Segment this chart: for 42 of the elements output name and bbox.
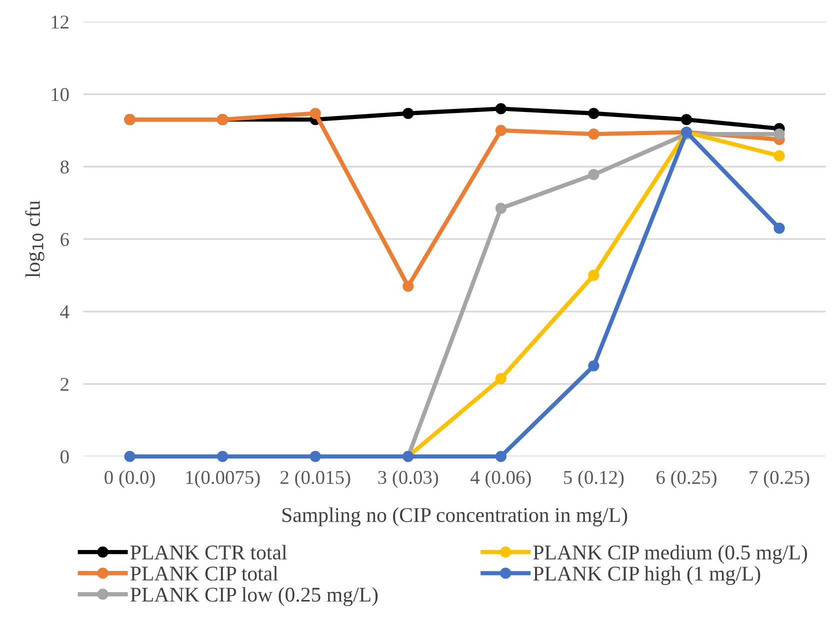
point: [495, 372, 506, 384]
point: [588, 108, 600, 119]
point: [310, 450, 321, 462]
x-tick-label: 5 (0.12): [564, 470, 624, 488]
point: [495, 450, 506, 462]
point: [588, 169, 600, 180]
y-tick-label: 0: [60, 450, 69, 464]
y-tick-label: 12: [52, 16, 68, 28]
point: [124, 450, 136, 462]
point: [680, 114, 692, 126]
x-tick-label: 1(0.0075): [186, 470, 260, 488]
point: [402, 280, 414, 292]
legend-label: PLANK CTR total: [130, 544, 287, 560]
y-tick-label: 4: [60, 305, 70, 318]
legend-label: PLANK CIP medium (0.5 mg/L): [533, 544, 808, 564]
point: [774, 150, 785, 162]
point: [774, 222, 785, 234]
point: [588, 360, 600, 372]
point: [588, 128, 600, 140]
y-tick-label: 10: [52, 88, 69, 102]
y-tick-label: 6: [60, 232, 69, 246]
y-tick-label: 2: [60, 378, 68, 391]
x-tick-label: 2 (0.015): [280, 470, 350, 488]
legend-label: PLANK CIP low (0.25 mg/L): [130, 587, 378, 606]
point: [588, 270, 600, 281]
legend-label: PLANK CIP total: [130, 566, 278, 581]
x-tick-label: 4 (0.06): [470, 470, 531, 488]
legend-label: PLANK CIP high (1 mg/L): [533, 566, 760, 585]
point: [495, 103, 506, 114]
x-axis-title: Sampling no (CIP concentration in mg/L): [282, 507, 628, 526]
x-tick-label: 6 (0.25): [656, 470, 716, 488]
point: [310, 108, 321, 119]
point: [495, 202, 506, 214]
y-tick-label: 8: [60, 160, 69, 174]
point: [774, 128, 785, 140]
x-tick-label: 3 (0.03): [378, 470, 438, 488]
point: [402, 108, 414, 119]
point: [217, 450, 228, 462]
y-axis-title: log$_{10}$ cfu: [25, 200, 44, 278]
point: [495, 124, 506, 136]
x-tick-label: 0 (0.0): [104, 470, 155, 488]
x-tick-label: 7 (0.25): [750, 470, 810, 488]
